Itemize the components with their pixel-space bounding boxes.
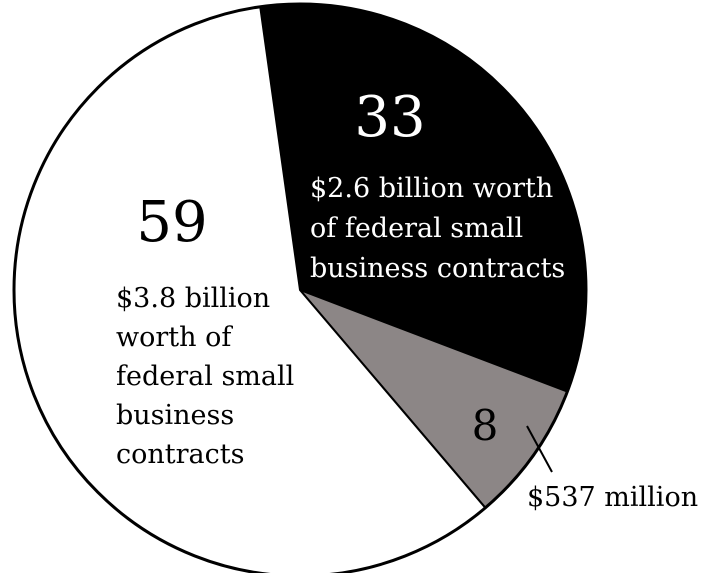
white-slice-amount-line: federal small — [116, 361, 294, 392]
white-slice-amount-line: business — [116, 400, 234, 431]
gray-slice-amount-label: $537 million — [527, 482, 698, 513]
pie-outline — [12, 2, 588, 573]
black-slice-amount-line: of federal small — [310, 213, 523, 244]
gray-slice-leader-line — [526, 425, 553, 473]
white-slice-amount-line: $3.8 billion — [116, 283, 270, 314]
black-slice-amount-label: $2.6 billion worth of federal small busi… — [310, 173, 565, 284]
pie-slices — [13, 3, 587, 573]
black-slice-amount-line: $2.6 billion worth — [310, 173, 553, 204]
black-slice-amount-line: business contracts — [310, 253, 565, 284]
white-slice-value-label: 59 — [136, 190, 207, 255]
white-slice-amount-line: worth of — [116, 322, 233, 353]
white-slice-amount-label: $3.8 billion worth of federal small busi… — [116, 283, 303, 470]
gray-slice-value-label: 8 — [472, 401, 499, 450]
white-slice-amount-line: contracts — [116, 439, 244, 470]
black-slice-value-label: 33 — [354, 85, 425, 150]
gray-slice-amount-line: $537 million — [527, 482, 698, 513]
